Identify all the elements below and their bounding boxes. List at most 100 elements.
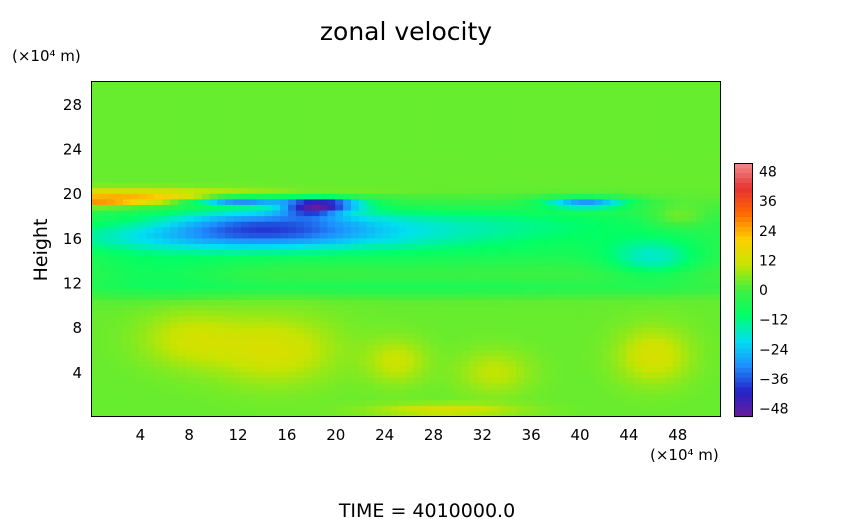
heatmap-cell bbox=[288, 204, 297, 211]
heatmap-cell bbox=[193, 383, 203, 390]
heatmap-cell bbox=[115, 103, 124, 111]
heatmap-cell bbox=[256, 282, 266, 289]
heatmap-cell bbox=[280, 237, 289, 245]
heatmap-cell bbox=[421, 215, 431, 222]
heatmap-cell bbox=[201, 377, 211, 384]
heatmap-cell bbox=[193, 87, 203, 94]
heatmap-cell bbox=[193, 327, 203, 334]
heatmap-cell bbox=[154, 316, 163, 323]
heatmap-cell bbox=[154, 321, 163, 328]
heatmap-cell bbox=[107, 193, 116, 200]
heatmap-cell bbox=[327, 405, 336, 412]
heatmap-cell bbox=[641, 193, 651, 200]
heatmap-cell bbox=[358, 377, 368, 384]
heatmap-cell bbox=[311, 182, 321, 189]
heatmap-cell bbox=[170, 316, 179, 323]
heatmap-cell bbox=[421, 176, 431, 183]
heatmap-cell bbox=[122, 98, 132, 105]
heatmap-cell bbox=[319, 142, 328, 150]
heatmap-cell bbox=[704, 131, 714, 138]
heatmap-cell bbox=[461, 310, 470, 317]
heatmap-cell bbox=[461, 237, 470, 245]
heatmap-cell bbox=[382, 293, 391, 300]
heatmap-cell bbox=[618, 288, 627, 295]
heatmap-cell bbox=[311, 176, 321, 183]
heatmap-cell bbox=[115, 293, 124, 300]
heatmap-cell bbox=[256, 410, 266, 418]
heatmap-cell bbox=[225, 355, 234, 362]
heatmap-cell bbox=[563, 338, 572, 345]
heatmap-cell bbox=[539, 405, 549, 412]
heatmap-cell bbox=[626, 204, 635, 211]
heatmap-cell bbox=[319, 221, 328, 228]
heatmap-cell bbox=[413, 165, 423, 172]
heatmap-cell bbox=[437, 388, 446, 395]
heatmap-cell bbox=[288, 293, 297, 300]
heatmap-cell bbox=[201, 137, 211, 144]
heatmap-cell bbox=[233, 109, 242, 116]
heatmap-cell bbox=[594, 221, 604, 228]
heatmap-cell bbox=[115, 215, 124, 222]
heatmap-cell bbox=[712, 87, 722, 94]
heatmap-cell bbox=[122, 410, 132, 418]
heatmap-cell bbox=[657, 288, 667, 295]
heatmap-cell bbox=[421, 232, 431, 239]
heatmap-cell bbox=[350, 131, 360, 138]
heatmap-cell bbox=[555, 349, 564, 356]
heatmap-cell bbox=[162, 165, 171, 172]
heatmap-cell bbox=[437, 159, 446, 166]
heatmap-cell bbox=[170, 221, 179, 228]
heatmap-cell bbox=[374, 282, 384, 289]
heatmap-cell bbox=[225, 349, 234, 356]
heatmap-cell bbox=[626, 371, 635, 379]
heatmap-cell bbox=[429, 131, 439, 138]
heatmap-cell bbox=[681, 115, 690, 122]
heatmap-cell bbox=[115, 338, 124, 345]
heatmap-cell bbox=[531, 249, 541, 256]
heatmap-cell bbox=[461, 293, 470, 300]
heatmap-cell bbox=[99, 260, 108, 267]
heatmap-cell bbox=[681, 142, 690, 150]
colorbar-segment bbox=[734, 377, 753, 384]
heatmap-cell bbox=[500, 193, 509, 200]
heatmap-cell bbox=[413, 405, 423, 412]
heatmap-cell bbox=[122, 237, 132, 245]
heatmap-cell bbox=[177, 115, 187, 122]
heatmap-cell bbox=[233, 293, 242, 300]
heatmap-cell bbox=[413, 282, 423, 289]
heatmap-cell bbox=[185, 243, 195, 250]
heatmap-cell bbox=[350, 321, 360, 328]
heatmap-cell bbox=[122, 87, 132, 94]
heatmap-cell bbox=[295, 103, 305, 111]
heatmap-cell bbox=[665, 81, 674, 88]
heatmap-cell bbox=[531, 276, 541, 284]
heatmap-cell bbox=[115, 148, 124, 155]
heatmap-cell bbox=[555, 249, 564, 256]
heatmap-cell bbox=[484, 92, 494, 99]
heatmap-cell bbox=[382, 299, 391, 306]
heatmap-cell bbox=[437, 221, 446, 228]
heatmap-cell bbox=[138, 237, 148, 245]
heatmap-cell bbox=[673, 316, 682, 323]
heatmap-cell bbox=[578, 92, 588, 99]
heatmap-cell bbox=[492, 165, 501, 172]
heatmap-cell bbox=[201, 271, 211, 278]
heatmap-cell bbox=[209, 383, 218, 390]
heatmap-cell bbox=[154, 92, 163, 99]
heatmap-cell bbox=[712, 321, 722, 328]
heatmap-cell bbox=[240, 226, 250, 233]
heatmap-cell bbox=[547, 282, 556, 289]
heatmap-cell bbox=[445, 321, 454, 328]
heatmap-cell bbox=[138, 193, 148, 200]
heatmap-cell bbox=[295, 410, 305, 418]
heatmap-cell bbox=[327, 87, 336, 94]
heatmap-cell bbox=[311, 115, 321, 122]
heatmap-cell bbox=[217, 327, 226, 334]
heatmap-cell bbox=[413, 355, 423, 362]
heatmap-cell bbox=[626, 115, 635, 122]
heatmap-cell bbox=[154, 165, 163, 172]
heatmap-cell bbox=[641, 226, 651, 233]
heatmap-cell bbox=[217, 321, 226, 328]
heatmap-cell bbox=[413, 98, 423, 105]
heatmap-cell bbox=[217, 299, 226, 306]
